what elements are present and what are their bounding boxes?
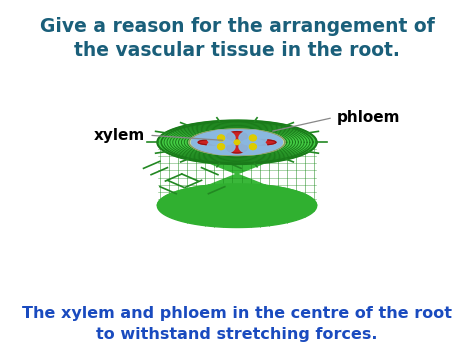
Polygon shape (189, 129, 285, 155)
Polygon shape (191, 130, 283, 155)
Text: to withstand stretching forces.: to withstand stretching forces. (96, 327, 378, 342)
Circle shape (234, 140, 240, 144)
Text: the vascular tissue in the root.: the vascular tissue in the root. (74, 41, 400, 60)
Circle shape (218, 144, 225, 150)
Ellipse shape (207, 139, 235, 154)
Text: Give a reason for the arrangement of: Give a reason for the arrangement of (40, 17, 434, 36)
Ellipse shape (239, 139, 267, 154)
Polygon shape (198, 132, 276, 153)
Text: xylem: xylem (94, 128, 145, 143)
Text: phloem: phloem (337, 110, 401, 125)
Circle shape (249, 144, 256, 150)
Polygon shape (157, 120, 317, 164)
Circle shape (249, 135, 256, 141)
Ellipse shape (239, 130, 267, 146)
Ellipse shape (207, 130, 235, 146)
Text: The xylem and phloem in the centre of the root: The xylem and phloem in the centre of th… (22, 306, 452, 321)
Circle shape (218, 135, 225, 141)
Polygon shape (157, 184, 317, 228)
Polygon shape (157, 142, 317, 206)
